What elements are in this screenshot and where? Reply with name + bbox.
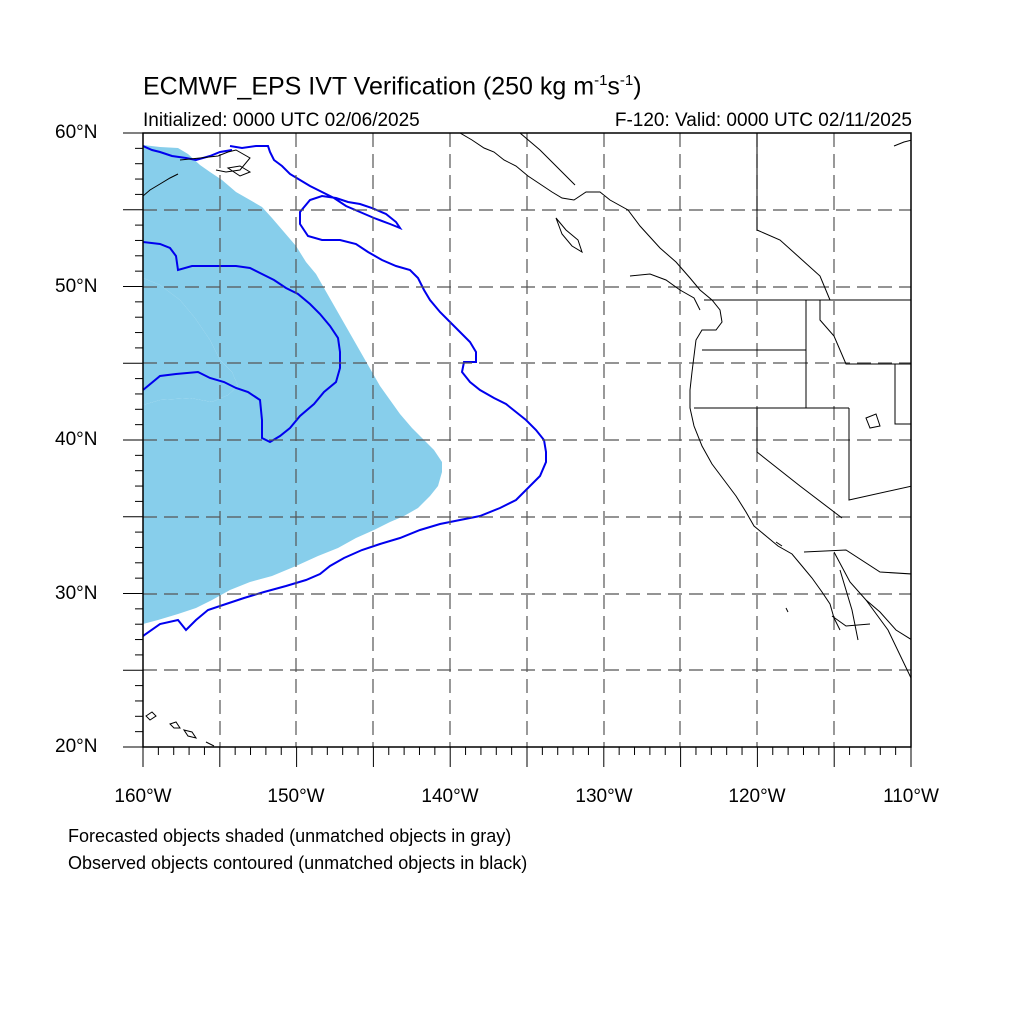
lat-label-20: 20°N (55, 736, 98, 757)
chart-title: ECMWF_EPS IVT Verification (250 kg m-1s-… (143, 72, 642, 101)
lon-label-130w: 130°W (575, 786, 633, 807)
observed-object-inner (143, 241, 341, 444)
lon-label-140w: 140°W (421, 786, 479, 807)
lat-label-50: 50°N (55, 276, 98, 297)
grid-lines (143, 133, 911, 747)
lat-label-60: 60°N (55, 122, 98, 143)
coastlines (143, 133, 911, 747)
initialized-time: Initialized: 0000 UTC 02/06/2025 (143, 110, 420, 131)
valid-time: F-120: Valid: 0000 UTC 02/11/2025 (614, 110, 912, 131)
tick-marks (123, 132, 912, 767)
forecast-object (143, 145, 442, 624)
observed-note: Observed objects contoured (unmatched ob… (68, 853, 528, 873)
lon-label-120w: 120°W (728, 786, 786, 807)
lat-label-40: 40°N (55, 429, 98, 450)
forecast-note: Forecasted objects shaded (unmatched obj… (68, 826, 512, 846)
lon-label-150w: 150°W (267, 786, 325, 807)
observed-object-alaska (143, 145, 233, 162)
lon-label-160w: 160°W (114, 786, 172, 807)
observed-object-large (143, 145, 547, 637)
lon-label-110w: 110°W (883, 786, 939, 807)
lat-label-30: 30°N (55, 583, 98, 604)
